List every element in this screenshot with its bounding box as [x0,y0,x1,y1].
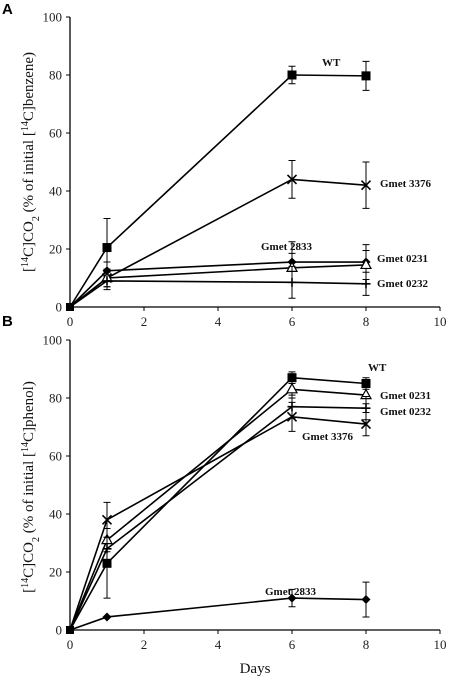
panel-b-y-tick-label: 20 [49,565,62,580]
panel-b-series-line [69,388,367,631]
panel-a-label-gmet2833: Gmet 2833 [261,241,313,253]
panel-a-data-point [361,71,371,81]
panel-b-x-tick-label: 0 [67,637,74,652]
panel-b-data-point [102,544,112,554]
panel-b-x-tick-label: 8 [363,637,370,652]
panel-b-label-gmet3376: Gmet 3376 [302,431,354,443]
panel-a-series-line [69,280,367,308]
panel-b-y-tick-label: 80 [49,391,62,406]
panel-a-x-tick-label: 8 [363,314,370,329]
panel-b-data-point [102,558,112,568]
panel-b-y-tick-label: 60 [49,449,62,464]
panel-b-data-point [286,411,298,422]
panel-a-data-point [359,258,373,270]
panel-b-x-axis-title: Days [240,661,271,677]
panel-a-x-tick-label: 2 [141,314,148,329]
panel-b-x-tick-label: 6 [289,637,296,652]
panel-a-label-wt: WT [322,57,341,69]
panel-a-x-tick-label: 6 [289,314,296,329]
panel-b-data-point [102,612,112,622]
panel-b-y-tick-label: 0 [56,623,63,638]
panel-b-label-gmet0231: Gmet 0231 [380,390,431,402]
panel-b-series-line [69,597,367,631]
panel-a-y-tick-label: 100 [43,10,63,25]
panel-b-y-tick-label: 40 [49,507,62,522]
panel-a-y-tick-label: 0 [56,300,63,315]
panel-a-data-point [102,276,112,286]
panel-b-letter: B [2,313,13,330]
panel-a-x-tick-label: 10 [434,314,447,329]
panel-b-data-point [361,595,371,605]
panel-a-y-tick-label: 20 [49,242,62,257]
panel-b-label-gmet2833: Gmet 2833 [265,586,317,598]
panel-b-series-line [69,376,367,631]
panel-b-data-point [285,382,299,394]
panel-b-x-tick-label: 2 [141,637,148,652]
panel-b-x-tick-label: 10 [434,637,447,652]
panel-b-data-point [360,419,372,430]
panel-a-x-tick-label: 4 [215,314,222,329]
panel-a-series-line [69,74,367,308]
panel-a-data-point [102,243,112,253]
panel-a-letter: A [2,1,13,18]
panel-b-data-point [361,379,371,388]
panel-b-label-gmet0232: Gmet 0232 [380,406,432,418]
panel-a-data-point [287,277,297,287]
panel-a-y-axis-title: [14C]CO2 (% of initial [14C]benzene) [20,52,42,272]
panel-a-series-line [69,261,366,308]
panel-a-origin-point [66,303,74,311]
panel-b-series-line [69,416,367,631]
panel-a-label-gmet0231: Gmet 0231 [377,253,428,265]
panel-a: A [14C]CO2 (% of initial [14C]benzene) 0… [2,1,447,329]
panel-b-series-line [69,405,367,631]
panel-b-y-tick-label: 100 [43,333,63,348]
panel-a-label-gmet3376: Gmet 3376 [380,178,432,190]
panel-a-series-line [69,264,367,308]
panel-a-y-tick-label: 60 [49,126,62,141]
panel-b-data-point [287,373,297,383]
panel-a-data-point [360,180,372,191]
panel-b-data-point [101,514,113,525]
panel-a-data-point [287,70,297,80]
panel-b-data-point [361,403,371,413]
panel-b-y-axis-title: [14C]CO2 (% of initial [14C]phenol) [20,381,42,593]
panel-a-series-line [69,178,367,308]
panel-b-origin-point [66,626,74,634]
panel-a-y-tick-label: 40 [49,184,62,199]
panel-a-y-tick-label: 80 [49,68,62,83]
panel-b-data-point [287,593,297,603]
panel-b-x-tick-label: 4 [215,637,222,652]
panel-a-label-gmet0232: Gmet 0232 [377,278,429,290]
panel-a-x-tick-label: 0 [67,314,74,329]
panel-b: B [14C]CO2 (% of initial [14C]phenol) Da… [2,313,447,677]
panel-a-data-point [286,174,298,185]
panel-a-data-point [361,279,371,289]
panel-b-label-wt: WT [368,362,387,374]
